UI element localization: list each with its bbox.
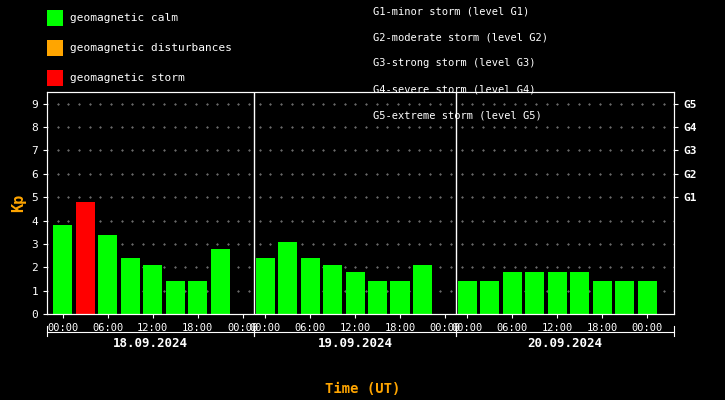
- Bar: [526, 272, 544, 314]
- Text: geomagnetic storm: geomagnetic storm: [70, 73, 185, 83]
- Bar: [346, 272, 365, 314]
- Bar: [458, 281, 477, 314]
- Text: Time (UT): Time (UT): [325, 382, 400, 396]
- Bar: [301, 258, 320, 314]
- Bar: [481, 281, 500, 314]
- Bar: [638, 281, 657, 314]
- Bar: [616, 281, 634, 314]
- Text: 19.09.2024: 19.09.2024: [318, 337, 392, 350]
- Text: 20.09.2024: 20.09.2024: [528, 337, 602, 350]
- Bar: [188, 281, 207, 314]
- Text: geomagnetic disturbances: geomagnetic disturbances: [70, 43, 232, 53]
- Text: geomagnetic calm: geomagnetic calm: [70, 13, 178, 23]
- Text: G3-strong storm (level G3): G3-strong storm (level G3): [373, 58, 536, 68]
- Bar: [211, 248, 230, 314]
- Bar: [503, 272, 522, 314]
- Text: G5-extreme storm (level G5): G5-extreme storm (level G5): [373, 110, 542, 120]
- Bar: [391, 281, 410, 314]
- Bar: [278, 242, 297, 314]
- Bar: [593, 281, 612, 314]
- Y-axis label: Kp: Kp: [11, 194, 26, 212]
- Bar: [571, 272, 589, 314]
- Text: G1-minor storm (level G1): G1-minor storm (level G1): [373, 6, 530, 16]
- Bar: [368, 281, 387, 314]
- Text: G4-severe storm (level G4): G4-severe storm (level G4): [373, 84, 536, 94]
- Bar: [166, 281, 185, 314]
- Text: 18.09.2024: 18.09.2024: [113, 337, 188, 350]
- Text: G2-moderate storm (level G2): G2-moderate storm (level G2): [373, 32, 548, 42]
- Bar: [256, 258, 275, 314]
- Bar: [413, 265, 432, 314]
- Bar: [121, 258, 140, 314]
- Bar: [548, 272, 567, 314]
- Bar: [54, 225, 72, 314]
- Bar: [144, 265, 162, 314]
- Bar: [99, 234, 117, 314]
- Bar: [76, 202, 95, 314]
- Bar: [323, 265, 342, 314]
